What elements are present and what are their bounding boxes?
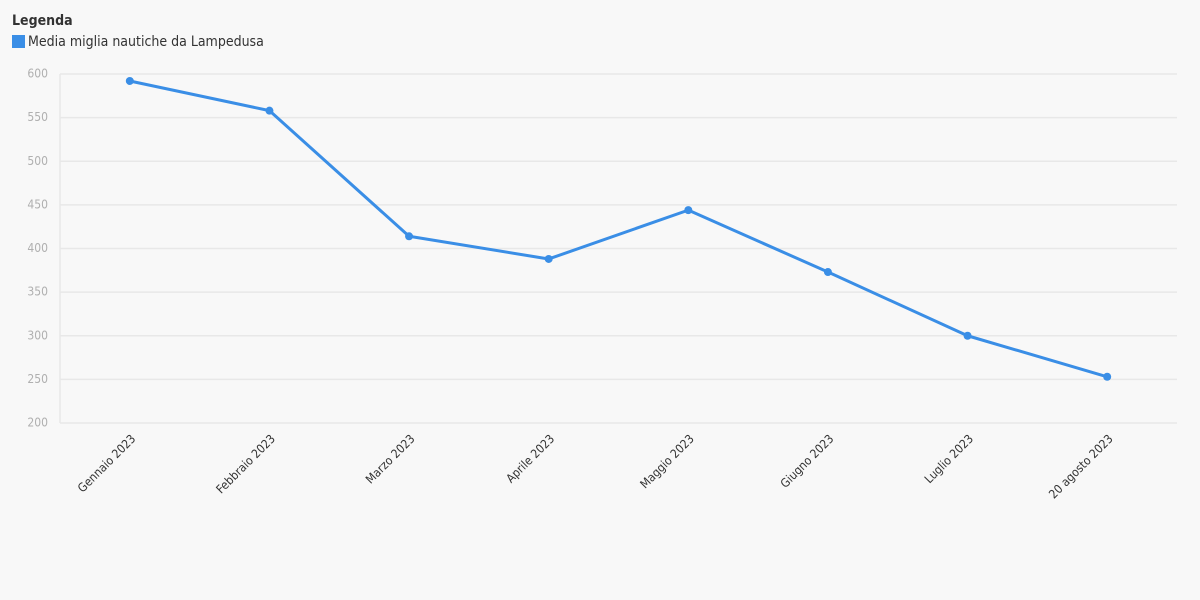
point [544,254,553,263]
legend: Media miglia nautiche da Lampedusa [12,34,264,50]
y-tick-label: 500 [27,154,48,168]
point [125,76,134,85]
point [963,331,972,340]
y-tick-label: 400 [27,241,48,255]
line [129,79,1108,379]
y-tick-label: 350 [27,285,48,299]
point [265,106,274,115]
legend-swatch [12,35,25,48]
y-tick-label: 200 [27,416,48,430]
point [823,268,832,277]
legend-label: Media miglia nautiche da Lampedusa [28,34,264,50]
y-tick-label: 600 [27,67,48,81]
y-tick-label: 250 [27,372,48,386]
y-tick-label: 450 [27,197,48,211]
legend-title: Legenda [12,13,73,29]
point [1103,372,1112,381]
point [405,232,414,241]
y-tick-label: 300 [27,328,48,342]
y-tick-label: 550 [27,110,48,124]
point [684,206,693,215]
